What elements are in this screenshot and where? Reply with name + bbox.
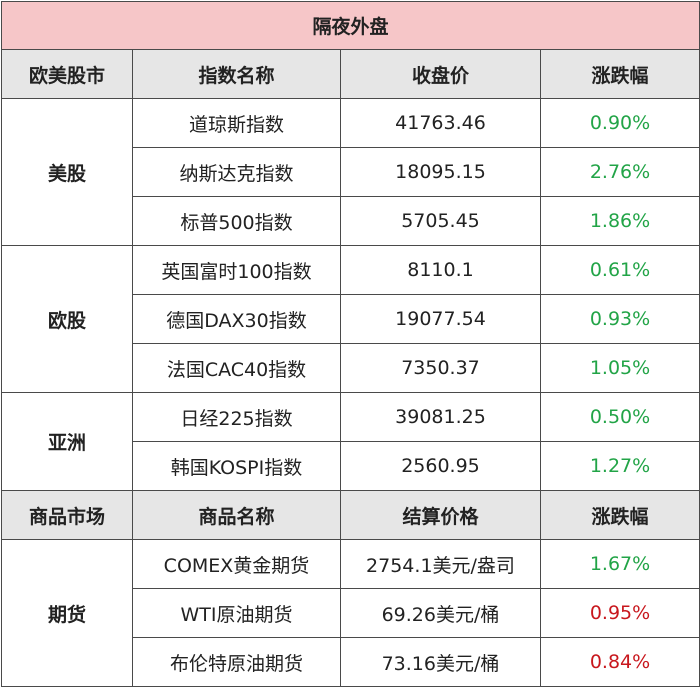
item-name-cell: 布伦特原油期货 xyxy=(132,637,341,687)
change-cell: 0.93% xyxy=(539,294,700,344)
price-cell: 5705.45 xyxy=(340,196,541,246)
table-row: 德国DAX30指数 19077.54 0.93% xyxy=(2,294,700,344)
table-row: 亚洲 日经225指数 39081.25 0.50% xyxy=(1,392,700,491)
table-row: 美股 道琼斯指数 41763.46 0.90% xyxy=(1,98,700,246)
item-name-cell: 纳斯达克指数 xyxy=(132,147,341,197)
column-header: 收盘价 xyxy=(340,49,541,99)
item-name-cell: 韩国KOSPI指数 xyxy=(132,441,341,491)
table-row: 纳斯达克指数 18095.15 2.76% xyxy=(2,147,700,197)
price-cell: 39081.25 xyxy=(340,392,541,442)
price-cell: 2560.95 xyxy=(340,441,541,491)
market-group-label: 亚洲 xyxy=(1,392,133,491)
change-cell: 1.67% xyxy=(539,539,700,589)
column-header: 欧美股市 xyxy=(1,49,133,99)
table-row: 标普500指数 5705.45 1.86% xyxy=(2,196,700,246)
item-name-cell: 标普500指数 xyxy=(132,196,341,246)
market-group-label: 期货 xyxy=(1,539,133,687)
price-cell: 41763.46 xyxy=(340,98,541,148)
price-cell: 8110.1 xyxy=(340,245,541,295)
change-cell: 0.90% xyxy=(539,98,700,148)
price-cell: 69.26美元/桶 xyxy=(340,588,541,638)
table-row: WTI原油期货 69.26美元/桶 0.95% xyxy=(2,588,700,638)
item-name-cell: 英国富时100指数 xyxy=(132,245,341,295)
change-cell: 0.50% xyxy=(539,392,700,442)
price-cell: 73.16美元/桶 xyxy=(340,637,541,687)
column-header: 涨跌幅 xyxy=(539,490,700,540)
price-cell: 19077.54 xyxy=(340,294,541,344)
table-row: 法国CAC40指数 7350.37 1.05% xyxy=(2,343,700,393)
table-row: 欧股 英国富时100指数 8110.1 0.61% xyxy=(1,245,700,393)
table-row: 期货 COMEX黄金期货 2754.1美元/盎司 1.67% xyxy=(1,539,700,687)
item-name-cell: WTI原油期货 xyxy=(132,588,341,638)
column-header: 商品名称 xyxy=(132,490,341,540)
item-name-cell: COMEX黄金期货 xyxy=(132,539,341,589)
table-row: 韩国KOSPI指数 2560.95 1.27% xyxy=(2,441,700,491)
item-name-cell: 日经225指数 xyxy=(132,392,341,442)
price-cell: 18095.15 xyxy=(340,147,541,197)
price-cell: 2754.1美元/盎司 xyxy=(340,539,541,589)
table-row: 布伦特原油期货 73.16美元/桶 0.84% xyxy=(2,637,700,687)
change-cell: 0.95% xyxy=(539,588,700,638)
title-row: 隔夜外盘 xyxy=(0,1,700,50)
change-cell: 1.05% xyxy=(539,343,700,393)
change-cell: 2.76% xyxy=(539,147,700,197)
market-group-label: 美股 xyxy=(1,98,133,246)
change-cell: 0.84% xyxy=(539,637,700,687)
item-name-cell: 法国CAC40指数 xyxy=(132,343,341,393)
commodity-header-row: 商品市场 商品名称 结算价格 涨跌幅 xyxy=(1,490,700,540)
item-name-cell: 德国DAX30指数 xyxy=(132,294,341,344)
change-cell: 0.61% xyxy=(539,245,700,295)
index-header-row: 欧美股市 指数名称 收盘价 涨跌幅 xyxy=(1,49,700,99)
market-group-label: 欧股 xyxy=(1,245,133,393)
column-header: 结算价格 xyxy=(340,490,541,540)
column-header: 涨跌幅 xyxy=(539,49,700,99)
table-title: 隔夜外盘 xyxy=(0,1,700,50)
price-cell: 7350.37 xyxy=(340,343,541,393)
change-cell: 1.27% xyxy=(539,441,700,491)
item-name-cell: 道琼斯指数 xyxy=(132,98,341,148)
column-header: 指数名称 xyxy=(132,49,341,99)
column-header: 商品市场 xyxy=(1,490,133,540)
change-cell: 1.86% xyxy=(539,196,700,246)
